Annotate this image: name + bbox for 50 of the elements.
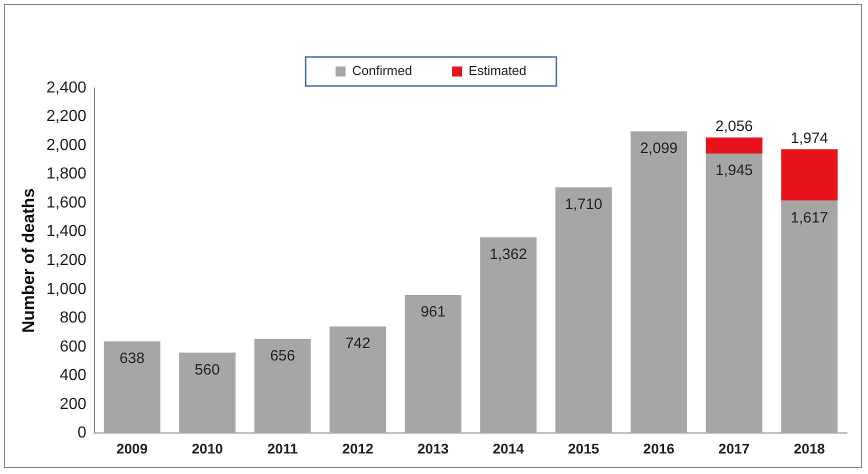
y-tick-label: 1,800	[46, 166, 87, 183]
bar	[254, 338, 311, 434]
bar	[706, 137, 762, 154]
y-tick-label: 800	[60, 310, 87, 327]
total-label: 1,974	[790, 130, 828, 147]
data-label: 638	[120, 350, 145, 368]
data-label: 560	[194, 361, 220, 378]
x-tick-label: 2015	[568, 440, 600, 456]
data-label: 961	[420, 304, 446, 321]
data-label: 2,099	[640, 140, 678, 157]
data-label: 1,617	[790, 209, 828, 226]
y-tick-label: 2,000	[46, 136, 87, 154]
x-tick-label: 2018	[794, 440, 826, 456]
y-tick-label: 1,400	[46, 223, 87, 240]
y-tick-label: 2,400	[46, 79, 87, 96]
bar	[404, 294, 462, 434]
data-label: 1,362	[490, 246, 528, 263]
data-label: 1,945	[715, 162, 753, 180]
y-tick-label: 1,600	[46, 194, 87, 212]
bar	[179, 352, 236, 434]
y-axis-title: Number of deaths	[18, 188, 38, 333]
data-label: 656	[270, 347, 296, 364]
x-tick-label: 2009	[116, 440, 148, 456]
bar	[480, 237, 537, 434]
x-tick-label: 2016	[643, 440, 675, 456]
x-tick-label: 2012	[342, 440, 374, 456]
bar	[104, 341, 160, 434]
y-tick-label: 600	[60, 338, 87, 356]
x-tick-label: 2013	[418, 440, 449, 456]
legend-label: Estimated	[468, 63, 526, 78]
y-tick-label: 0	[78, 424, 87, 442]
y-tick-label: 2,200	[46, 108, 87, 126]
bar	[781, 149, 838, 201]
bar	[781, 200, 838, 434]
data-label: 1,710	[564, 196, 602, 213]
y-tick-label: 400	[60, 367, 87, 384]
bar	[630, 131, 688, 434]
data-label: 742	[345, 335, 370, 352]
bar	[706, 153, 762, 434]
x-tick-label: 2010	[192, 440, 224, 456]
x-tick-label: 2011	[267, 440, 298, 456]
x-tick-label: 2017	[718, 440, 750, 456]
total-label: 2,056	[715, 118, 753, 136]
bar	[555, 187, 612, 434]
bar	[330, 326, 386, 434]
y-tick-label: 200	[60, 396, 87, 413]
y-tick-label: 1,200	[46, 252, 87, 270]
legend-label: Confirmed	[352, 63, 412, 78]
x-tick-label: 2014	[492, 440, 524, 456]
y-tick-label: 1,000	[46, 280, 87, 298]
